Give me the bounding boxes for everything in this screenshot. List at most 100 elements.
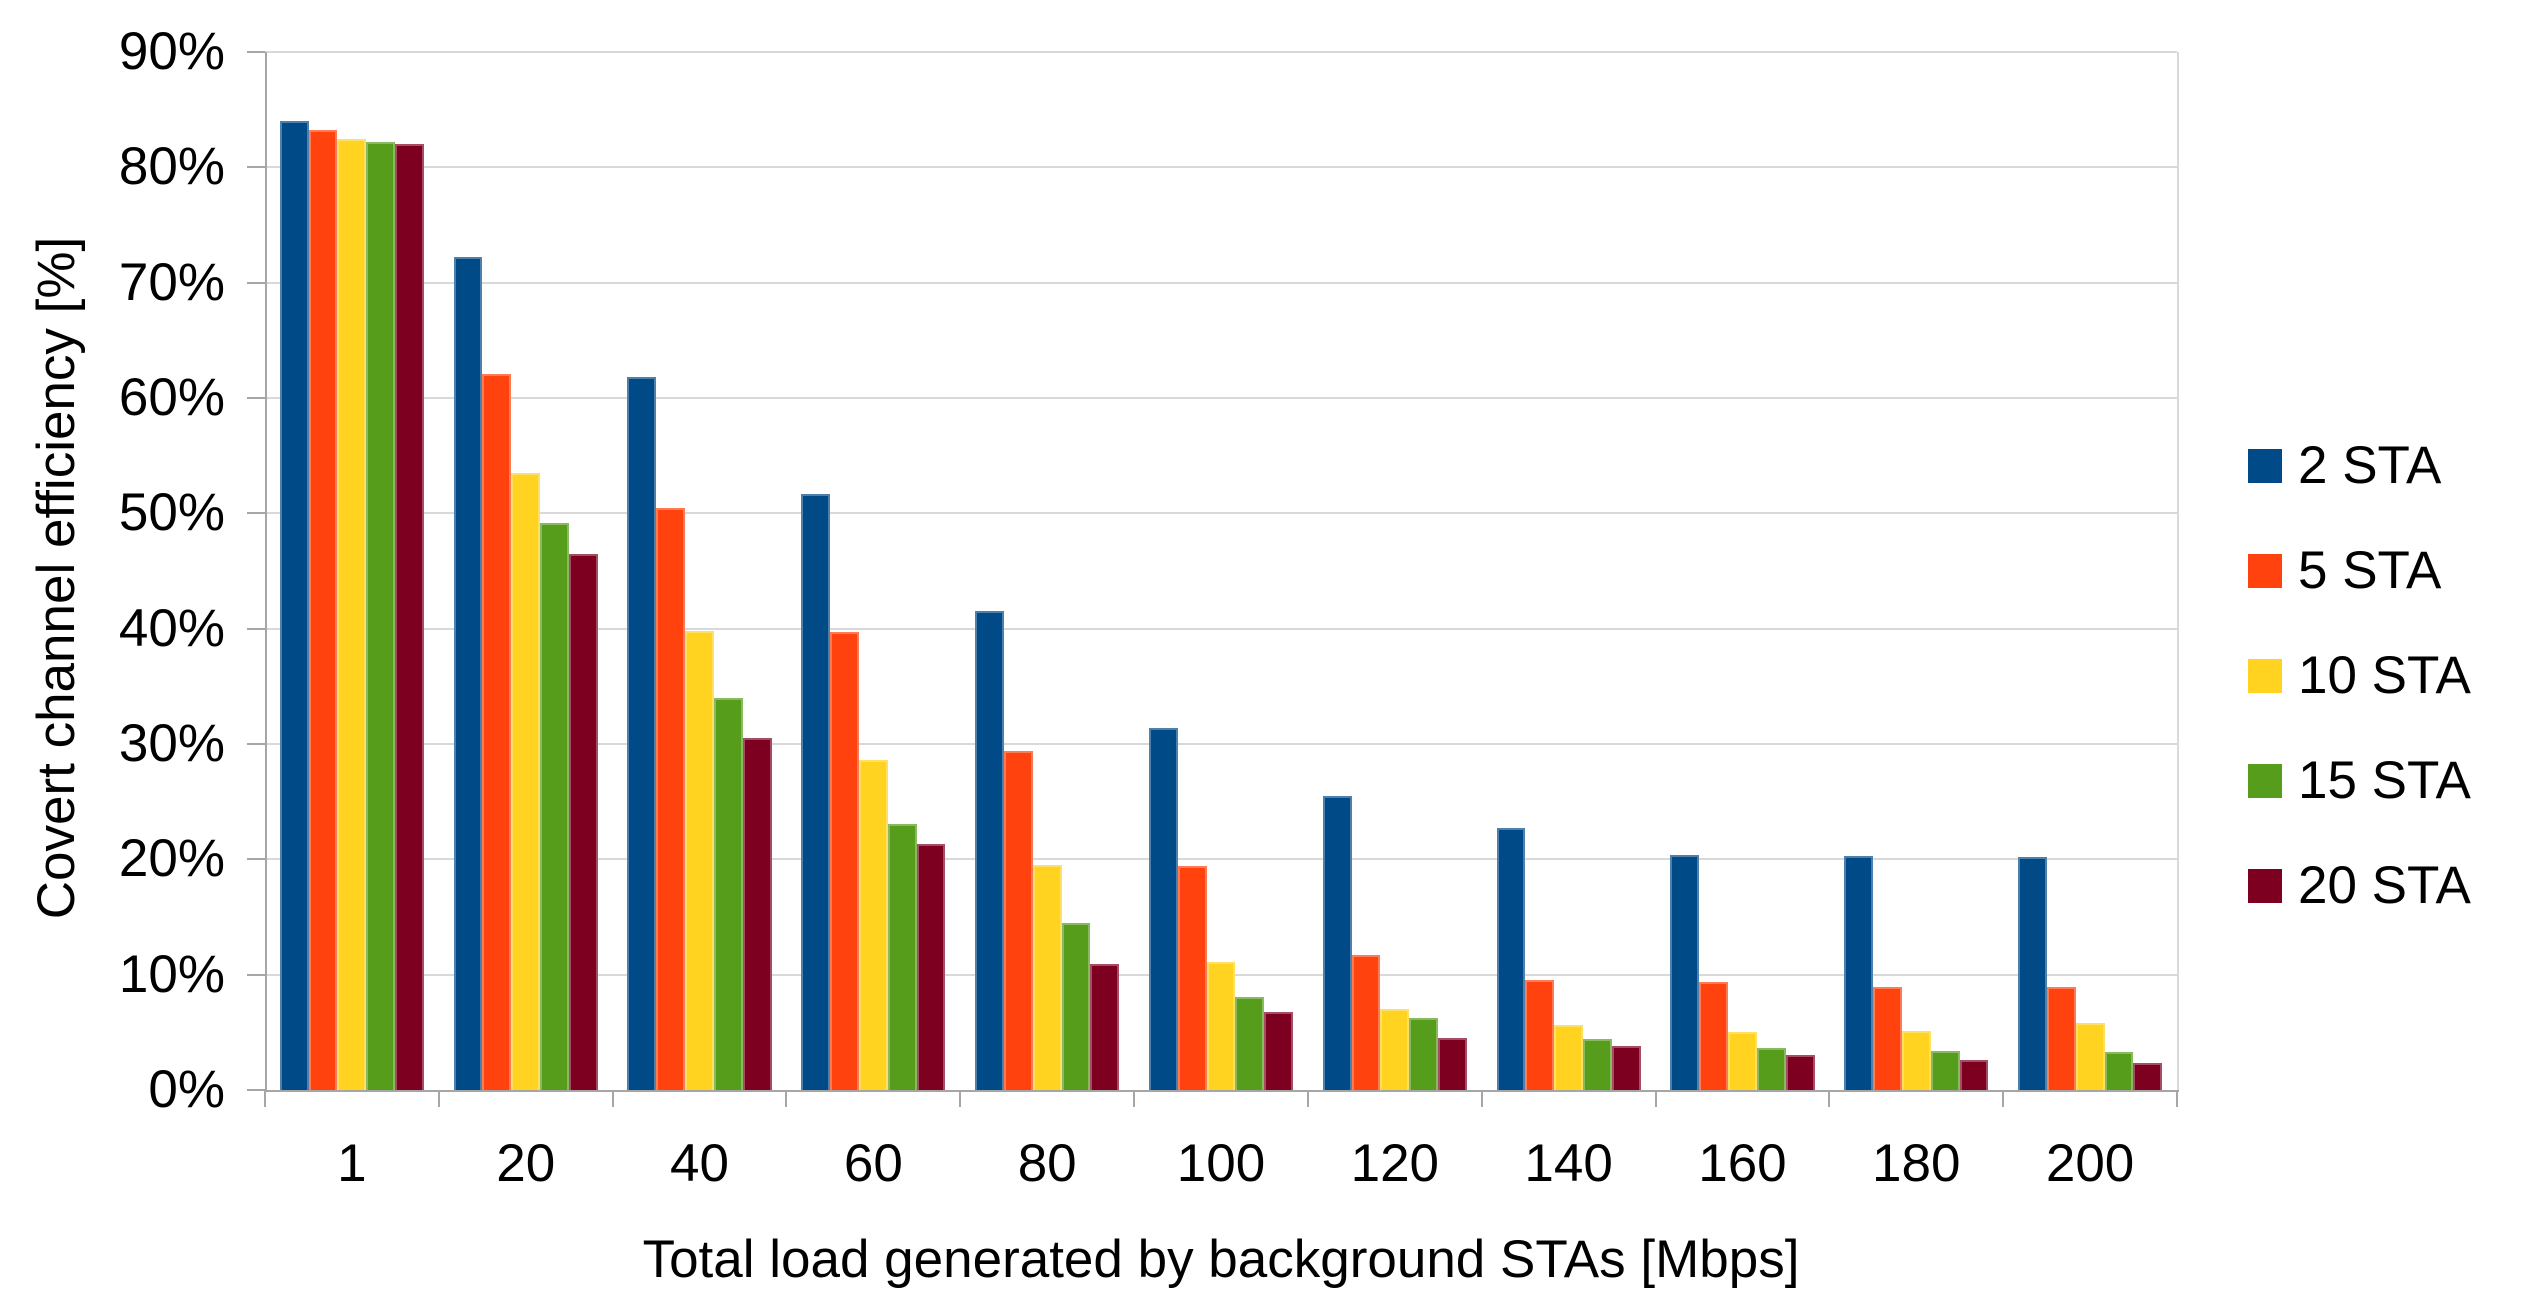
gridline-80 (265, 166, 2177, 169)
bar-2-sta-120 (1322, 795, 1352, 1090)
legend-label: 5 STA (2298, 541, 2442, 600)
gridline-70 (265, 281, 2177, 284)
y-tick-70 (247, 281, 265, 284)
bar-10-sta-180 (1901, 1031, 1931, 1090)
x-tick-8 (1654, 1090, 1657, 1107)
bar-2-sta-160 (1670, 854, 1700, 1090)
bar-2-sta-80 (975, 611, 1004, 1090)
x-tick-1 (437, 1090, 440, 1107)
bar-10-sta-80 (1032, 865, 1062, 1090)
bar-5-sta-120 (1351, 955, 1381, 1090)
bar-2-sta-180 (1844, 855, 1873, 1090)
bar-2-sta-140 (1496, 828, 1526, 1090)
bar-10-sta-1 (337, 138, 367, 1090)
bar-5-sta-60 (830, 632, 859, 1090)
x-tick-label-200: 200 (2045, 1134, 2135, 1193)
y-axis-line (265, 52, 267, 1092)
bar-15-sta-120 (1409, 1018, 1439, 1090)
legend-label: 10 STA (2298, 646, 2471, 705)
bar-2-sta-60 (801, 493, 831, 1090)
bar-10-sta-20 (511, 472, 541, 1090)
x-axis-line (265, 1090, 2179, 1092)
bar-10-sta-120 (1380, 1009, 1410, 1090)
plot-right-border (2177, 52, 2179, 1090)
legend-swatch-icon (2248, 659, 2282, 693)
x-tick-2 (611, 1090, 614, 1107)
x-tick-label-120: 120 (1350, 1134, 1440, 1193)
bar-2-sta-1 (279, 121, 309, 1090)
bar-20-sta-140 (1611, 1046, 1641, 1090)
bar-15-sta-160 (1756, 1048, 1786, 1090)
bar-5-sta-100 (1177, 866, 1207, 1090)
x-tick-11 (2176, 1090, 2178, 1107)
y-tick-label-70: 70% (118, 252, 225, 312)
legend-row-2-sta: 2 STA (2248, 436, 2441, 496)
x-tick-label-180: 180 (1872, 1134, 1961, 1193)
y-tick-label-60: 60% (118, 368, 225, 427)
gridline-90 (265, 51, 2177, 53)
x-tick-5 (1133, 1090, 1136, 1107)
x-tick-label-60: 60 (843, 1134, 903, 1193)
bar-2-sta-200 (2017, 857, 2047, 1090)
bar-15-sta-200 (2104, 1051, 2134, 1090)
x-axis-title: Total load generated by background STAs … (642, 1230, 1800, 1289)
y-tick-label-30: 30% (118, 714, 225, 773)
gridline-40 (265, 627, 2177, 630)
bar-20-sta-60 (916, 844, 946, 1090)
y-tick-label-90: 90% (118, 22, 225, 81)
bar-15-sta-20 (540, 522, 569, 1090)
x-tick-3 (785, 1090, 788, 1107)
legend-row-10-sta: 10 STA (2248, 646, 2471, 706)
bar-10-sta-140 (1554, 1025, 1584, 1090)
bar-5-sta-140 (1525, 980, 1555, 1090)
legend-swatch-icon (2248, 869, 2282, 903)
bar-15-sta-180 (1930, 1050, 1960, 1090)
x-tick-0 (264, 1090, 266, 1107)
bar-15-sta-100 (1235, 996, 1265, 1090)
bar-5-sta-1 (308, 130, 338, 1090)
bar-5-sta-80 (1003, 750, 1033, 1090)
x-tick-4 (959, 1090, 962, 1107)
y-tick-label-50: 50% (118, 483, 225, 543)
bar-5-sta-180 (1872, 987, 1902, 1090)
x-tick-6 (1306, 1090, 1309, 1107)
bar-20-sta-180 (1959, 1060, 1989, 1090)
bar-5-sta-20 (482, 373, 512, 1090)
y-tick-90 (247, 51, 265, 53)
gridline-60 (265, 397, 2177, 399)
x-tick-label-140: 140 (1524, 1134, 1613, 1193)
bar-2-sta-100 (1148, 727, 1178, 1090)
legend-swatch-icon (2248, 449, 2282, 483)
bar-20-sta-20 (569, 553, 598, 1090)
x-tick-7 (1480, 1090, 1483, 1107)
y-tick-20 (247, 858, 265, 861)
y-tick-40 (247, 627, 265, 630)
bar-5-sta-200 (2046, 987, 2076, 1090)
bar-15-sta-140 (1583, 1039, 1612, 1090)
y-tick-10 (247, 973, 265, 976)
legend-label: 15 STA (2298, 751, 2471, 810)
bar-20-sta-1 (395, 144, 425, 1090)
bar-20-sta-200 (2133, 1063, 2163, 1090)
bar-10-sta-100 (1206, 961, 1236, 1090)
x-tick-label-40: 40 (670, 1134, 729, 1193)
bar-20-sta-160 (1785, 1055, 1815, 1090)
bar-10-sta-200 (2075, 1023, 2105, 1090)
bar-15-sta-80 (1061, 922, 1091, 1090)
y-tick-label-20: 20% (118, 829, 225, 889)
bar-20-sta-120 (1438, 1038, 1467, 1090)
bar-10-sta-60 (858, 760, 888, 1090)
x-tick-10 (2002, 1090, 2005, 1107)
x-tick-label-1: 1 (337, 1134, 367, 1193)
legend-label: 20 STA (2298, 856, 2471, 915)
legend-row-15-sta: 15 STA (2248, 751, 2471, 811)
y-tick-label-0: 0% (148, 1060, 225, 1119)
bar-20-sta-100 (1264, 1011, 1294, 1090)
legend-row-20-sta: 20 STA (2248, 856, 2471, 916)
x-tick-label-20: 20 (496, 1134, 556, 1193)
y-tick-60 (247, 397, 265, 399)
bar-10-sta-40 (685, 630, 714, 1090)
bar-15-sta-40 (713, 697, 743, 1090)
y-tick-80 (247, 166, 265, 169)
